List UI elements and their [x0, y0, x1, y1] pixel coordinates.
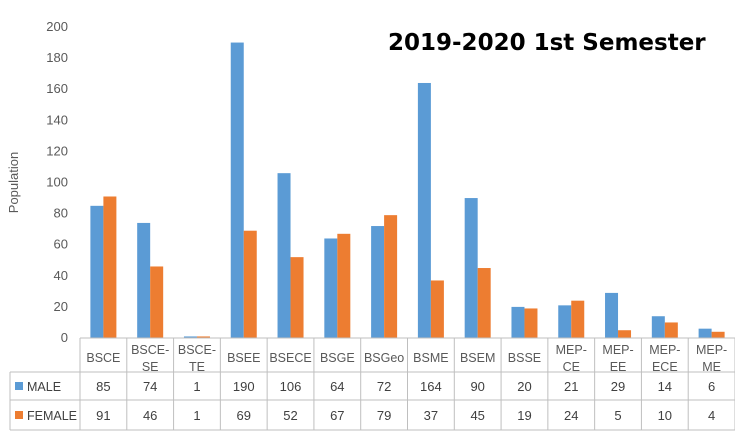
y-tick-label: 20 — [54, 299, 68, 314]
category-label: BSSE — [508, 351, 541, 365]
legend-swatch-female — [15, 411, 23, 419]
data-label-female: 52 — [283, 408, 297, 423]
y-tick-label: 200 — [46, 19, 68, 34]
data-label-male: 21 — [564, 379, 578, 394]
bar-male-4 — [277, 173, 291, 338]
chart-title: 2019-2020 1st Semester — [388, 30, 706, 56]
bar-male-5 — [324, 238, 338, 338]
bar-male-12 — [651, 316, 665, 338]
legend-label-female: FEMALE — [27, 409, 77, 423]
category-label: BSGeo — [364, 351, 404, 365]
data-label-female: 5 — [614, 408, 621, 423]
bar-female-6 — [384, 215, 398, 338]
data-label-female: 46 — [143, 408, 157, 423]
data-label-male: 106 — [280, 379, 302, 394]
data-label-female: 45 — [470, 408, 484, 423]
bar-female-8 — [477, 268, 491, 338]
bar-female-1 — [150, 266, 164, 338]
y-tick-label: 100 — [46, 175, 68, 190]
y-tick-label: 0 — [61, 330, 68, 345]
data-label-male: 190 — [233, 379, 255, 394]
bar-male-6 — [371, 226, 385, 338]
category-label: CE — [563, 360, 580, 374]
bar-female-11 — [618, 330, 632, 338]
data-label-male: 29 — [611, 379, 625, 394]
data-label-male: 20 — [517, 379, 531, 394]
data-label-male: 64 — [330, 379, 344, 394]
bar-male-11 — [605, 292, 619, 338]
y-tick-label: 140 — [46, 112, 68, 127]
data-label-male: 6 — [708, 379, 715, 394]
bar-female-13 — [711, 331, 725, 338]
category-label: MEP- — [556, 343, 587, 357]
data-label-male: 72 — [377, 379, 391, 394]
data-label-female: 69 — [237, 408, 251, 423]
category-label: BSCE- — [178, 343, 216, 357]
bar-male-1 — [137, 222, 151, 338]
data-label-male: 74 — [143, 379, 157, 394]
data-label-male: 1 — [193, 379, 200, 394]
category-label: MEP- — [602, 343, 633, 357]
bar-male-8 — [464, 198, 478, 338]
data-label-female: 24 — [564, 408, 578, 423]
category-label: BSCE — [86, 351, 120, 365]
bar-female-9 — [524, 308, 538, 338]
legend-label-male: MALE — [27, 380, 61, 394]
data-label-female: 4 — [708, 408, 715, 423]
category-label: MEP- — [649, 343, 680, 357]
y-tick-label: 40 — [54, 268, 68, 283]
bar-female-10 — [571, 300, 585, 338]
category-label: EE — [610, 360, 627, 374]
bar-female-0 — [103, 196, 117, 338]
category-label: BSEM — [460, 351, 495, 365]
bar-female-12 — [664, 322, 678, 338]
bar-male-9 — [511, 306, 525, 338]
y-tick-label: 80 — [54, 206, 68, 221]
bar-male-2 — [183, 336, 197, 338]
category-label: TE — [189, 360, 205, 374]
bar-female-2 — [196, 336, 210, 338]
data-label-male: 14 — [658, 379, 672, 394]
data-label-female: 19 — [517, 408, 531, 423]
data-label-female: 37 — [424, 408, 438, 423]
bar-female-7 — [430, 280, 444, 338]
data-label-male: 85 — [96, 379, 110, 394]
data-label-male: 164 — [420, 379, 442, 394]
category-label: ME — [702, 360, 721, 374]
data-label-female: 79 — [377, 408, 391, 423]
category-label: SE — [142, 360, 159, 374]
y-tick-label: 180 — [46, 50, 68, 65]
bar-female-4 — [290, 257, 304, 338]
bar-male-0 — [90, 205, 104, 338]
category-label: BSECE — [269, 351, 311, 365]
data-label-female: 67 — [330, 408, 344, 423]
data-label-female: 91 — [96, 408, 110, 423]
legend-swatch-male — [15, 382, 23, 390]
y-tick-label: 160 — [46, 81, 68, 96]
category-label: BSME — [413, 351, 448, 365]
data-label-male: 90 — [470, 379, 484, 394]
bar-male-13 — [698, 328, 712, 338]
y-tick-label: 60 — [54, 237, 68, 252]
category-label: BSEE — [227, 351, 260, 365]
category-label: ECE — [652, 360, 678, 374]
category-label: BSGE — [320, 351, 355, 365]
data-label-female: 10 — [658, 408, 672, 423]
bar-male-7 — [417, 82, 431, 338]
y-axis-label: Population — [6, 152, 21, 213]
y-tick-label: 120 — [46, 143, 68, 158]
bar-male-3 — [230, 42, 244, 339]
bar-female-5 — [337, 233, 351, 338]
bar-male-10 — [558, 305, 572, 338]
data-label-female: 1 — [193, 408, 200, 423]
category-label: BSCE- — [131, 343, 169, 357]
category-label: MEP- — [696, 343, 727, 357]
bar-female-3 — [243, 230, 257, 338]
